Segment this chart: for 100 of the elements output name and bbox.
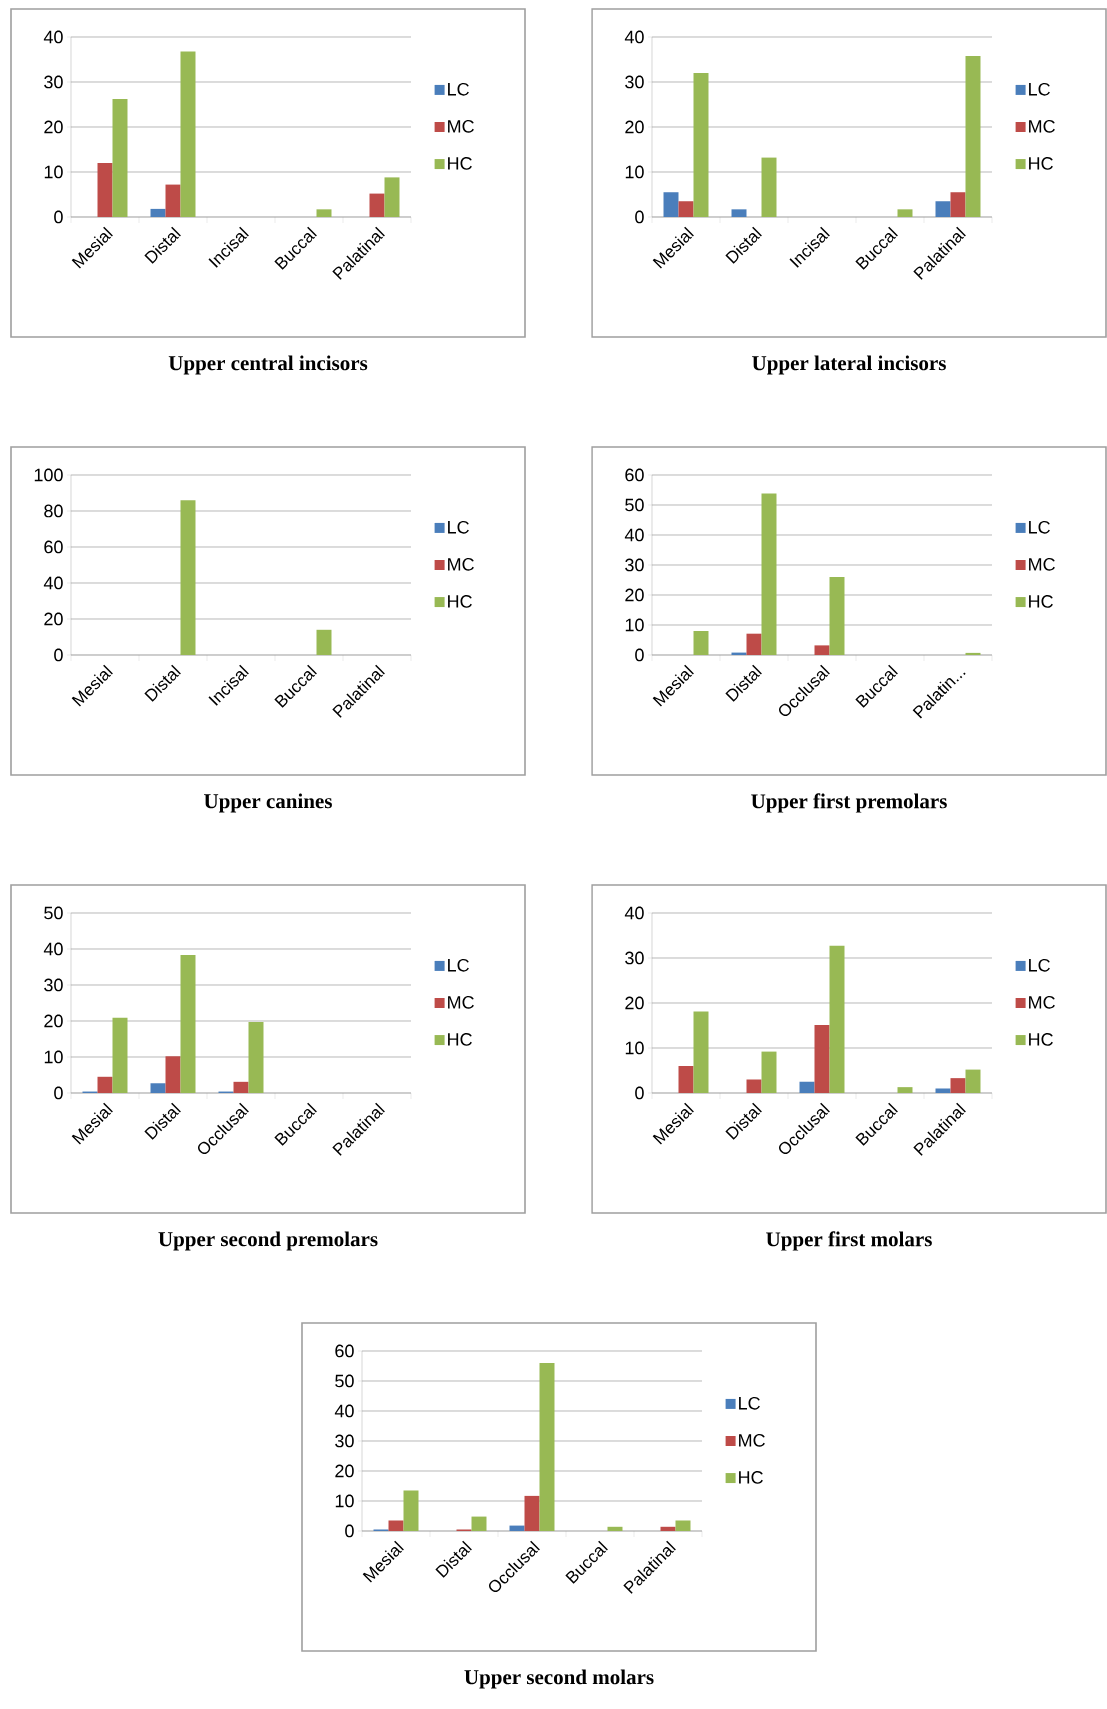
legend-label: LC	[448, 958, 469, 972]
bar	[761, 157, 777, 217]
legend-label: MC	[739, 1433, 765, 1447]
y-tick-label: 20	[625, 588, 644, 602]
y-tick-label: 20	[44, 612, 63, 626]
legend-label: LC	[1029, 82, 1050, 96]
y-tick-label: 30	[335, 1434, 354, 1448]
bar	[935, 1088, 951, 1093]
y-tick-label: 30	[44, 75, 63, 89]
legend-label: HC	[739, 1471, 763, 1484]
y-tick-label: 40	[624, 528, 644, 542]
bar	[829, 945, 845, 1093]
bar	[950, 1078, 966, 1093]
y-tick-label: 100	[34, 468, 63, 482]
bar	[746, 633, 762, 655]
y-tick-label: 10	[625, 165, 644, 179]
bar	[112, 99, 128, 217]
y-tick-label: 10	[335, 1494, 354, 1508]
bar	[180, 955, 196, 1093]
bar	[403, 1490, 419, 1531]
legend-label: HC	[1029, 157, 1053, 170]
y-tick-label: 30	[625, 951, 644, 965]
bar	[678, 1065, 694, 1093]
legend-label: HC	[448, 1033, 472, 1046]
bar	[799, 1081, 815, 1093]
legend-label: MC	[1029, 995, 1055, 1009]
bar	[965, 1069, 981, 1093]
text: Upper first premolars	[751, 793, 947, 813]
y-tick-label: 20	[335, 1464, 354, 1478]
y-tick-label: 10	[44, 1050, 63, 1064]
legend-label: LC	[448, 82, 469, 96]
bar	[675, 1520, 691, 1531]
y-tick-label: 40	[43, 30, 63, 44]
bar	[97, 162, 113, 217]
bar	[897, 209, 913, 217]
text: Upper first molars	[766, 1231, 932, 1251]
y-tick-label: 40	[43, 576, 63, 590]
y-tick-label: 0	[635, 648, 644, 662]
y-tick-label: 0	[54, 648, 63, 662]
y-tick-label: 20	[44, 1014, 63, 1028]
y-tick-label: 50	[625, 498, 644, 512]
y-tick-label: 10	[625, 618, 644, 632]
bar	[965, 652, 981, 655]
legend-label: MC	[448, 995, 474, 1009]
text: Upper second premolars	[158, 1231, 378, 1251]
y-tick-label: 60	[335, 1344, 354, 1358]
y-tick-label: 10	[44, 165, 63, 179]
legend-label: LC	[739, 1396, 760, 1410]
y-tick-label: 0	[54, 210, 63, 224]
bar	[607, 1526, 623, 1531]
bar	[539, 1362, 555, 1531]
text: Upper canines	[204, 793, 332, 813]
bar	[660, 1526, 676, 1531]
bar	[761, 493, 777, 655]
y-tick-label: 50	[335, 1374, 354, 1388]
legend-label: MC	[448, 119, 474, 133]
y-tick-label: 40	[624, 906, 644, 920]
y-tick-label: 40	[43, 942, 63, 956]
y-tick-label: 0	[345, 1524, 354, 1538]
y-tick-label: 20	[44, 120, 63, 134]
bar	[180, 51, 196, 217]
bar	[935, 201, 951, 217]
bar	[814, 645, 830, 655]
bar	[524, 1495, 540, 1531]
legend-label: MC	[1029, 557, 1055, 571]
bar	[112, 1017, 128, 1093]
bar	[731, 209, 747, 217]
bar	[663, 192, 679, 217]
bar	[388, 1520, 404, 1531]
bar	[761, 1051, 777, 1093]
bar	[233, 1081, 249, 1093]
legend-label: MC	[448, 557, 474, 571]
y-tick-label: 60	[44, 540, 63, 554]
y-tick-label: 20	[625, 996, 644, 1010]
bar	[165, 1056, 181, 1093]
y-tick-label: 30	[625, 75, 644, 89]
bar	[950, 192, 966, 217]
y-tick-label: 30	[625, 558, 644, 572]
legend-label: HC	[1029, 595, 1053, 608]
legend-label: HC	[448, 157, 472, 170]
bar	[150, 1083, 166, 1093]
legend-label: MC	[1029, 119, 1055, 133]
bar	[678, 201, 694, 217]
bar	[165, 184, 181, 217]
bar	[814, 1025, 830, 1093]
text: Upper second molars	[464, 1669, 654, 1689]
y-tick-label: 0	[54, 1086, 63, 1100]
bar	[965, 55, 981, 217]
bar	[829, 576, 845, 655]
bar	[150, 208, 166, 217]
y-tick-label: 10	[625, 1041, 644, 1055]
bar	[97, 1076, 113, 1093]
y-tick-label: 60	[625, 468, 644, 482]
bar	[248, 1022, 264, 1093]
y-tick-label: 0	[635, 210, 644, 224]
y-tick-label: 40	[334, 1404, 354, 1418]
y-tick-label: 50	[44, 906, 63, 920]
legend-label: HC	[1029, 1033, 1053, 1046]
y-tick-label: 0	[635, 1086, 644, 1100]
y-tick-label: 40	[624, 30, 644, 44]
